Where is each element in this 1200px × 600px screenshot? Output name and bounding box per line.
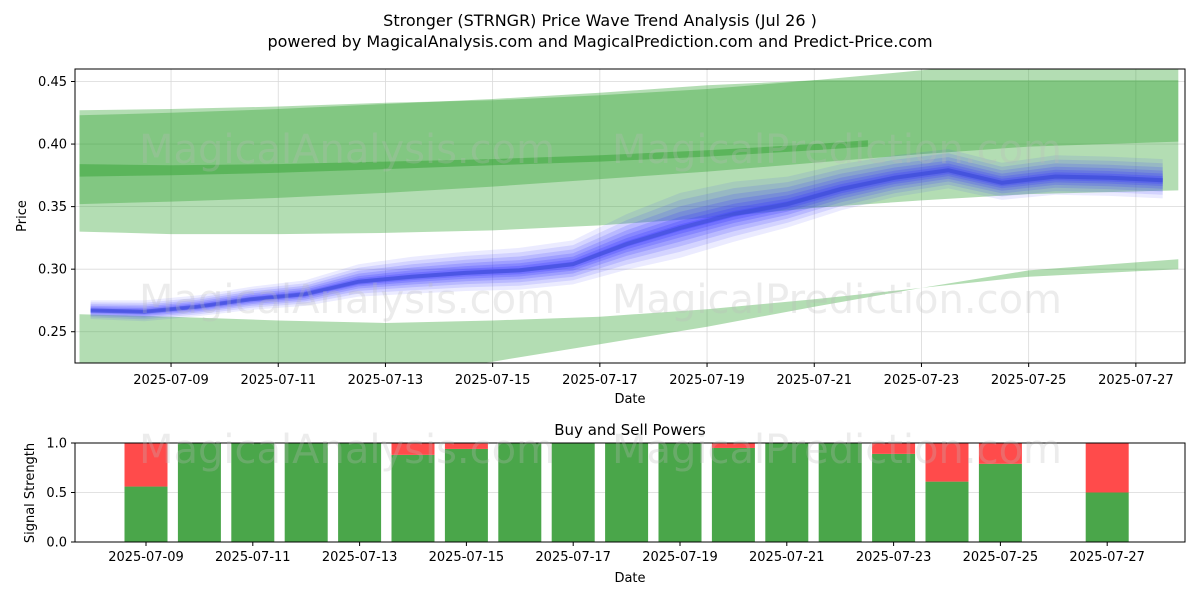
buy-power-bar [231, 443, 275, 542]
sell-power-bar [711, 443, 755, 448]
buy-power-bar [444, 448, 488, 542]
prediction-band [79, 69, 1179, 235]
price-gridlines [75, 69, 1185, 363]
power-xtick-label: 2025-07-27 [1069, 550, 1145, 565]
price-xtick-label: 2025-07-25 [991, 373, 1067, 388]
power-xtick-label: 2025-07-17 [535, 550, 611, 565]
buy-power-bar [658, 443, 702, 542]
price-wave-line [90, 168, 1163, 314]
buy-power-bar [605, 443, 649, 542]
price-x-label: Date [614, 392, 645, 407]
price-xtick-label: 2025-07-15 [455, 373, 531, 388]
price-xtick-label: 2025-07-11 [240, 373, 316, 388]
power-plot-frame [74, 442, 1186, 543]
buy-power-bar [338, 443, 382, 542]
price-xtick-label: 2025-07-17 [562, 373, 638, 388]
watermark-prediction-bottom: MagicalPrediction.com [612, 427, 1062, 473]
power-xtick-label: 2025-07-11 [215, 550, 291, 565]
buy-power-bar [872, 453, 916, 542]
price-xtick-label: 2025-07-21 [776, 373, 852, 388]
price-wave-layer [90, 166, 1163, 314]
watermark-prediction-top: MagicalPrediction.com [612, 127, 1062, 173]
watermark-prediction-mid: MagicalPrediction.com [612, 277, 1062, 323]
price-plot-frame [74, 68, 1186, 364]
power-xtick-label: 2025-07-25 [963, 550, 1039, 565]
price-wave-layer [90, 153, 1163, 320]
sell-power-bar [978, 443, 1022, 464]
watermark-analysis-mid: MagicalAnalysis.com [139, 277, 555, 323]
buy-power-bar [551, 443, 595, 542]
buy-power-bar [1085, 492, 1129, 542]
sell-power-bar [1085, 443, 1129, 493]
chart-subtitle: powered by MagicalAnalysis.com and Magic… [267, 32, 932, 51]
sell-power-bar [124, 443, 168, 487]
power-bars [124, 443, 1129, 542]
price-wave-series [90, 149, 1163, 322]
price-ytick-label: 0.40 [38, 138, 67, 153]
sell-power-bar [444, 443, 488, 449]
power-ytick-label: 1.0 [46, 437, 67, 452]
price-xtick-label: 2025-07-23 [884, 373, 960, 388]
buy-power-bar [978, 463, 1022, 542]
price-ytick-label: 0.45 [38, 75, 67, 90]
buy-power-bar [391, 454, 435, 542]
watermark-analysis-top: MagicalAnalysis.com [139, 127, 555, 173]
prediction-band [79, 259, 1179, 363]
power-xtick-label: 2025-07-23 [856, 550, 932, 565]
sell-power-bar [391, 443, 435, 455]
chart-title: Stronger (STRNGR) Price Wave Trend Analy… [383, 11, 817, 30]
power-ytick-label: 0.0 [46, 536, 67, 551]
median-trend-band [79, 140, 868, 177]
price-wave-layer [90, 149, 1163, 322]
sell-power-bar [872, 443, 916, 454]
watermark-analysis-bottom: MagicalAnalysis.com [139, 427, 555, 473]
buy-power-bar [925, 481, 969, 542]
price-xtick-label: 2025-07-27 [1098, 373, 1174, 388]
sell-power-bar [925, 443, 969, 482]
price-ytick-label: 0.25 [38, 325, 67, 340]
buy-power-bar [498, 443, 542, 542]
power-ytick-label: 0.5 [46, 486, 67, 501]
buy-power-bar [765, 443, 809, 542]
median-band [79, 140, 868, 177]
price-wave-layer [90, 160, 1163, 317]
prediction-band [79, 80, 1179, 205]
power-xtick-label: 2025-07-21 [749, 550, 825, 565]
price-wave-layer [90, 157, 1163, 318]
power-chart-title: Buy and Sell Powers [554, 421, 706, 439]
buy-power-bar [124, 486, 168, 542]
price-ytick-label: 0.35 [38, 200, 67, 215]
power-ticks: 0.0 0.5 1.0 2025-07-09 2025-07-11 2025-07-13 2… [46, 437, 1145, 566]
buy-power-bar [284, 443, 328, 542]
price-ytick-label: 0.30 [38, 263, 67, 278]
prediction-bands [79, 69, 1179, 363]
power-xtick-label: 2025-07-09 [108, 550, 184, 565]
buy-power-bar [177, 443, 221, 542]
buy-power-bar [711, 447, 755, 542]
price-xtick-label: 2025-07-13 [348, 373, 424, 388]
price-ticks: 0.25 0.30 0.35 0.40 0.45 2025-07-09 2025-07-11… [38, 75, 1174, 388]
price-xtick-label: 2025-07-19 [669, 373, 745, 388]
power-xtick-label: 2025-07-19 [642, 550, 718, 565]
power-xtick-label: 2025-07-13 [322, 550, 398, 565]
price-wave-layer [90, 163, 1163, 315]
power-xtick-label: 2025-07-15 [429, 550, 505, 565]
buy-power-bar [818, 443, 862, 542]
power-x-label: Date [614, 571, 645, 586]
price-y-label: Price [15, 200, 30, 232]
price-xtick-label: 2025-07-09 [133, 373, 209, 388]
power-y-label: Signal Strength [23, 443, 38, 543]
